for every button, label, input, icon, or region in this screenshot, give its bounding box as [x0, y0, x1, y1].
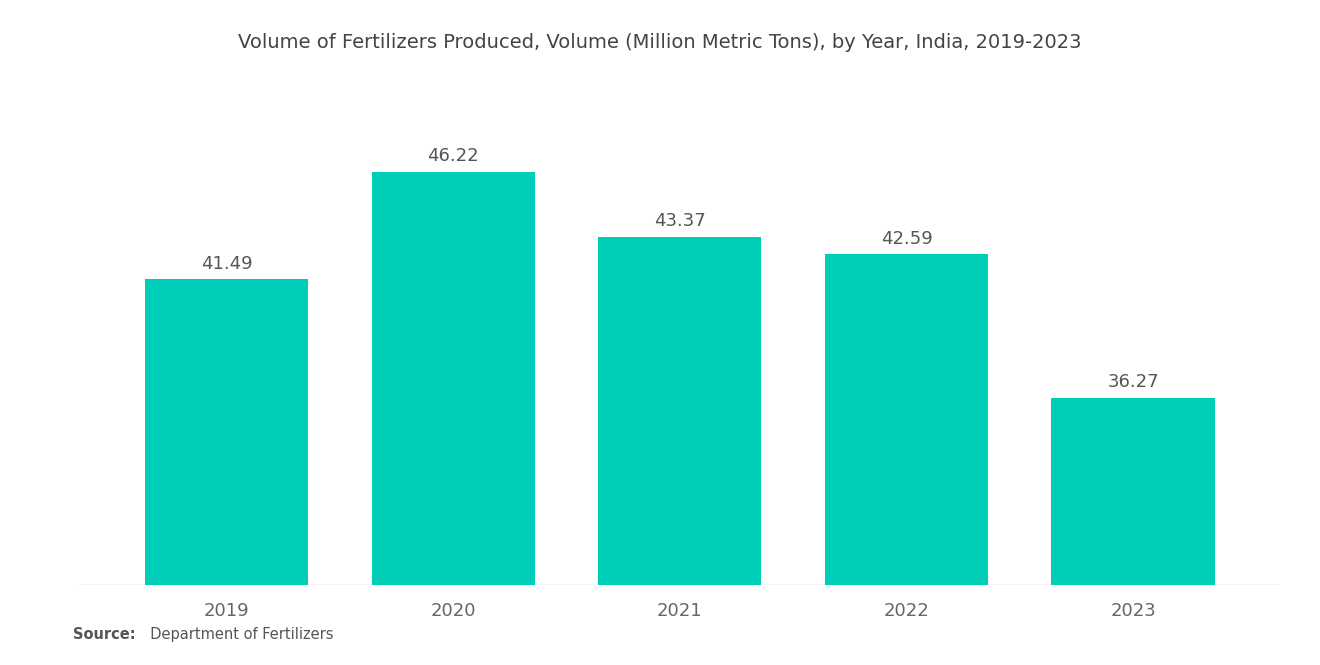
Bar [371, 172, 535, 665]
Bar [598, 237, 762, 665]
Text: 46.22: 46.22 [428, 148, 479, 166]
Bar [1052, 398, 1214, 665]
Text: 42.59: 42.59 [880, 229, 932, 247]
Text: Volume of Fertilizers Produced, Volume (Million Metric Tons), by Year, India, 20: Volume of Fertilizers Produced, Volume (… [238, 33, 1082, 53]
Bar [825, 255, 989, 665]
Text: 36.27: 36.27 [1107, 373, 1159, 391]
Bar [145, 279, 308, 665]
Text: 43.37: 43.37 [653, 212, 706, 230]
Text: Source:: Source: [73, 626, 135, 642]
Text: Department of Fertilizers: Department of Fertilizers [141, 626, 334, 642]
Text: 41.49: 41.49 [201, 255, 252, 273]
